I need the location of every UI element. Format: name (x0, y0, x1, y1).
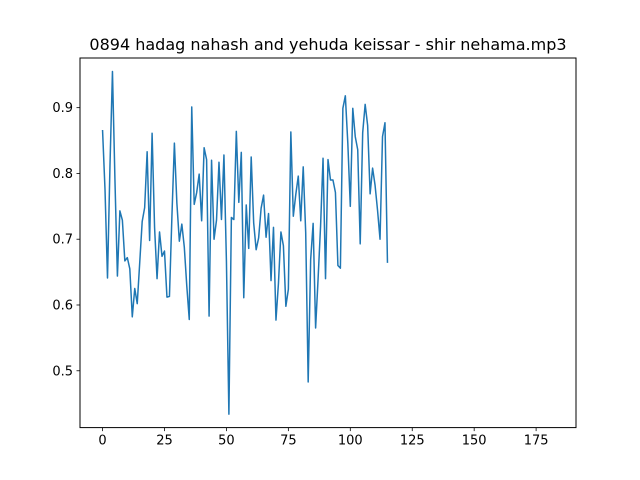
series-layer (101, 70, 389, 415)
y-tick-label: 0.9 (52, 101, 73, 116)
y-axis: 0.5 0.6 0.7 0.8 0.9 (52, 101, 80, 379)
y-tick-label: 0.5 (52, 364, 73, 379)
plot-area (80, 58, 576, 428)
series-line-0 (101, 70, 389, 415)
x-tick-label: 75 (280, 434, 297, 449)
y-tick-label: 0.7 (52, 233, 73, 248)
y-tick-label: 0.8 (52, 167, 73, 182)
y-tick-label: 0.6 (52, 298, 73, 313)
chart-title: 0894 hadag nahash and yehuda keissar - s… (89, 35, 566, 54)
x-tick-label: 25 (156, 434, 173, 449)
plot-frame (79, 57, 577, 429)
x-tick-label: 175 (524, 434, 549, 449)
x-tick-label: 100 (338, 434, 363, 449)
x-tick-label: 0 (98, 434, 106, 449)
x-axis: 0 25 50 75 100 125 150 175 (98, 427, 549, 449)
x-tick-label: 125 (400, 434, 425, 449)
x-tick-label: 50 (218, 434, 235, 449)
x-tick-label: 150 (462, 434, 487, 449)
